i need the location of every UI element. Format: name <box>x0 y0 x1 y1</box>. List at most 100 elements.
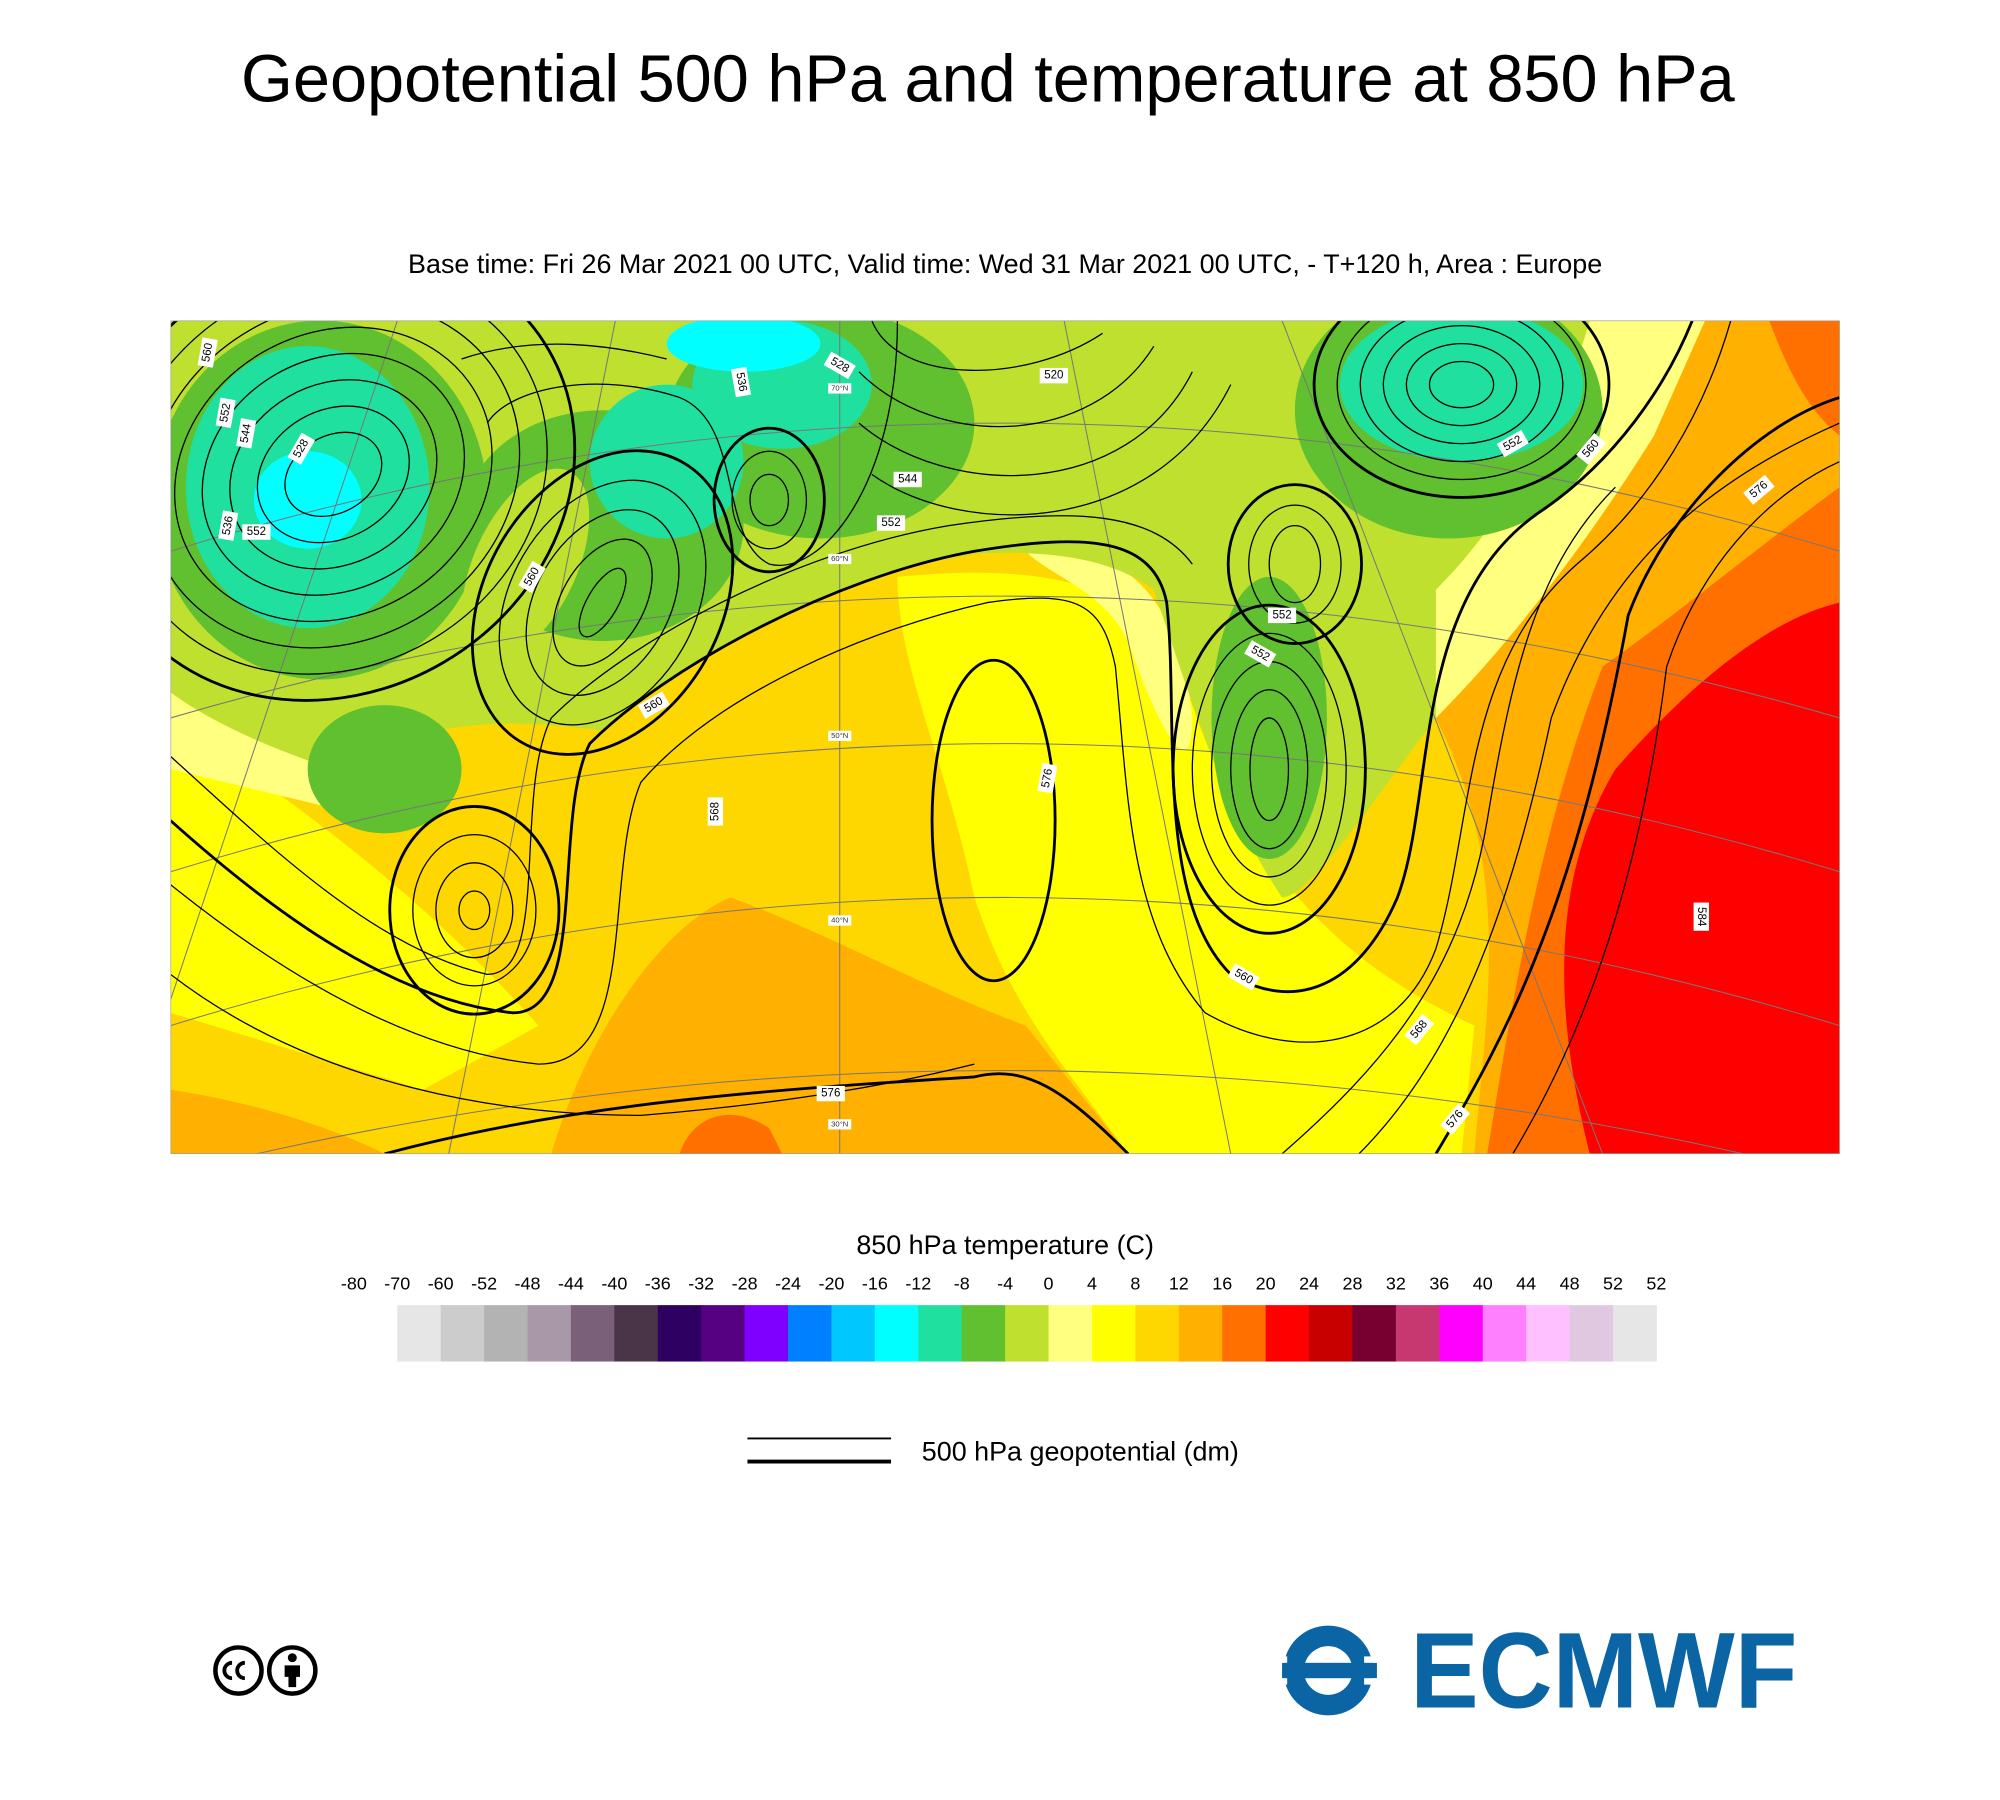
latitude-label-box <box>828 383 852 394</box>
colorbar-swatch <box>1178 1305 1223 1362</box>
contour-line <box>256 405 410 544</box>
contour-label: 552 <box>218 402 233 423</box>
colorbar-swatch <box>874 1305 919 1362</box>
logo-symbol-gap <box>1264 1656 1288 1663</box>
contour-line <box>1268 525 1322 604</box>
contour-label-box <box>1404 1013 1435 1046</box>
colorbar-title: 850 hPa temperature (C) <box>856 1230 1154 1260</box>
colorbar-swatch <box>918 1305 963 1362</box>
colorbar-tick-label: 0 <box>1044 1274 1054 1294</box>
colorbar-swatch <box>614 1305 659 1362</box>
temp-region <box>1564 602 1840 1154</box>
colorbar-swatch <box>1612 1305 1657 1362</box>
colorbar-swatch <box>570 1305 615 1362</box>
contour-line <box>1358 422 1840 1154</box>
colorbar-tick-label: -80 <box>341 1274 367 1294</box>
colorbar-tick-label: 24 <box>1299 1274 1319 1294</box>
contour-line <box>229 379 438 570</box>
colorbar-swatch <box>657 1305 702 1362</box>
colorbar-tick-label: 4 <box>1087 1274 1097 1294</box>
logo-symbol-gap <box>1364 1656 1380 1663</box>
colorbar-tick-label: 52 <box>1646 1274 1666 1294</box>
contour-label: 536 <box>733 372 748 393</box>
contour-label: 552 <box>1272 609 1291 621</box>
temp-region <box>589 384 744 539</box>
contour-label: 584 <box>1695 907 1707 927</box>
contour-label-box <box>1496 429 1529 458</box>
contour-line <box>1171 603 1367 935</box>
logo-symbol-bar <box>1282 1662 1377 1679</box>
by-head <box>287 1653 297 1663</box>
latitude-label: 70°N <box>831 383 848 392</box>
colorbar-swatch <box>788 1305 832 1362</box>
colorbar-swatch <box>484 1305 529 1362</box>
contour-label-box <box>1037 762 1058 794</box>
contour-line <box>858 345 1155 428</box>
colorbar-swatch <box>1439 1305 1484 1362</box>
contour-line <box>435 862 514 959</box>
meridian <box>1281 320 1604 1154</box>
contour-line <box>486 320 899 566</box>
colorbar-tick-label: -16 <box>862 1274 888 1294</box>
colorbar-swatch <box>1526 1305 1571 1362</box>
temp-region <box>1769 320 1840 436</box>
colorbar-tick-label: 28 <box>1343 1274 1363 1294</box>
latitude-circle <box>170 595 1840 719</box>
contour-label-box <box>215 397 236 429</box>
ecmwf-logo: ECMWF <box>1264 1611 1797 1731</box>
meridian <box>1063 320 1232 1154</box>
colorbar-tick-label: -36 <box>645 1274 671 1294</box>
colorbar-swatch <box>1005 1305 1050 1362</box>
colorbar-swatch <box>1352 1305 1397 1362</box>
colorbar-tick-label: -60 <box>428 1274 454 1294</box>
title-box: Geopotential 500 hPa and temperature at … <box>241 42 1735 117</box>
contour-line <box>458 890 491 931</box>
contour-line <box>170 515 1193 976</box>
colorbar-tick-label: -28 <box>732 1274 758 1294</box>
contour-line <box>1405 342 1518 427</box>
latitude-circle <box>256 1070 1744 1154</box>
contour-line <box>461 343 667 360</box>
colorbar-tick-label: 16 <box>1212 1274 1232 1294</box>
contour-line <box>1428 360 1495 409</box>
colorbar-swatch <box>1048 1305 1093 1362</box>
colorbar-swatch <box>701 1305 746 1362</box>
contour-line <box>552 538 653 667</box>
contour-label-box <box>1267 607 1297 624</box>
chart-title: Geopotential 500 hPa and temperature at … <box>241 42 1735 117</box>
contour-line <box>201 352 466 596</box>
latitude-label: 60°N <box>831 554 848 563</box>
colorbar-tick-label: -8 <box>954 1274 970 1294</box>
contour-line <box>1382 325 1541 445</box>
colorbar-tick-label: -70 <box>384 1274 410 1294</box>
colorbar-tick-label: 52 <box>1603 1274 1623 1294</box>
colorbar-tick-label: -40 <box>601 1274 627 1294</box>
contour-line <box>170 320 1732 1065</box>
colorbar-swatch <box>1482 1305 1527 1362</box>
contour-line <box>498 479 707 726</box>
colorbar-tick-label: -44 <box>558 1274 584 1294</box>
contour-label: 544 <box>898 474 918 486</box>
contour-label-box <box>1244 640 1277 668</box>
contour-label-box <box>1227 963 1260 991</box>
contour-label: 552 <box>881 517 900 529</box>
latitude-label-box <box>828 553 852 565</box>
contour-label-box <box>236 418 257 449</box>
colorbar-tick-label: 20 <box>1256 1274 1276 1294</box>
latitude-label-box <box>828 915 852 926</box>
temp-region <box>1339 320 1584 462</box>
logo-text: ECMWF <box>1410 1611 1797 1731</box>
contour-label: 576 <box>821 1088 840 1100</box>
colorbar-tick-label: 40 <box>1473 1274 1493 1294</box>
colorbar-swatch <box>1395 1305 1440 1362</box>
contour-line <box>388 805 561 1016</box>
contour-label-box <box>218 510 239 541</box>
contour-line <box>712 426 826 574</box>
meridian <box>170 320 398 1001</box>
colorbar-tick-label: -52 <box>471 1274 497 1294</box>
contour-line <box>1434 396 1840 1154</box>
temp-region <box>170 717 539 1090</box>
colorbar-swatch <box>1569 1305 1614 1362</box>
